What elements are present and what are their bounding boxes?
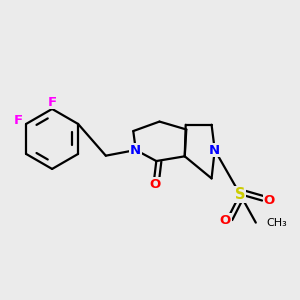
Text: O: O xyxy=(263,194,275,207)
Text: N: N xyxy=(130,143,141,157)
Text: CH₃: CH₃ xyxy=(266,218,286,228)
Text: N: N xyxy=(209,143,220,157)
Text: F: F xyxy=(14,114,23,127)
Text: F: F xyxy=(47,95,57,109)
Text: O: O xyxy=(220,214,231,227)
Text: S: S xyxy=(235,187,245,202)
Text: O: O xyxy=(149,178,161,191)
